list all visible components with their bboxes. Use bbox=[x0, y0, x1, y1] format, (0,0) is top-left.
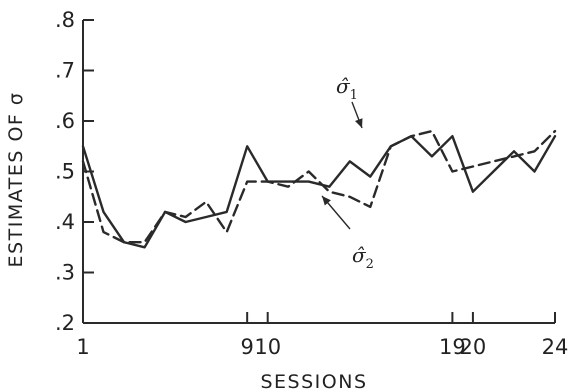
annotation-glyph: σ̂ bbox=[336, 74, 351, 98]
y-tick-label: .8 bbox=[55, 8, 75, 32]
axes bbox=[82, 20, 555, 324]
series-lines bbox=[81, 129, 557, 249]
annotations: σ̂1σ̂2 bbox=[321, 74, 374, 272]
annotation-arrowhead bbox=[322, 196, 331, 206]
x-tick-label: 9 bbox=[240, 335, 253, 359]
y-tick-label: .7 bbox=[55, 59, 75, 83]
x-axis-label: SESSIONS bbox=[260, 371, 367, 392]
x-tick-label: 24 bbox=[542, 335, 569, 359]
annotation-glyph: σ̂ bbox=[352, 243, 367, 267]
series-sigma-2-line bbox=[81, 129, 557, 244]
y-tick-label: .4 bbox=[55, 210, 75, 234]
sigma-2-annotation: σ̂2 bbox=[352, 243, 374, 272]
annotation-subscript: 1 bbox=[350, 88, 358, 103]
annotation-subscript: 2 bbox=[366, 257, 374, 272]
x-tick-label: 10 bbox=[254, 335, 281, 359]
series-sigma-1-line bbox=[81, 134, 557, 249]
x-tick-label: 20 bbox=[460, 335, 487, 359]
y-tick-label: .2 bbox=[55, 311, 75, 335]
y-tick-label: .6 bbox=[55, 109, 75, 133]
y-tick-label: .3 bbox=[55, 261, 75, 285]
sigma-1-annotation: σ̂1 bbox=[336, 74, 358, 103]
x-tick-label: 19 bbox=[439, 335, 466, 359]
y-axis-label: ESTIMATES OF σ bbox=[5, 92, 27, 268]
y-tick-label: .5 bbox=[55, 160, 75, 184]
annotation-arrowhead bbox=[355, 118, 363, 128]
x-tick-label: 1 bbox=[76, 335, 89, 359]
